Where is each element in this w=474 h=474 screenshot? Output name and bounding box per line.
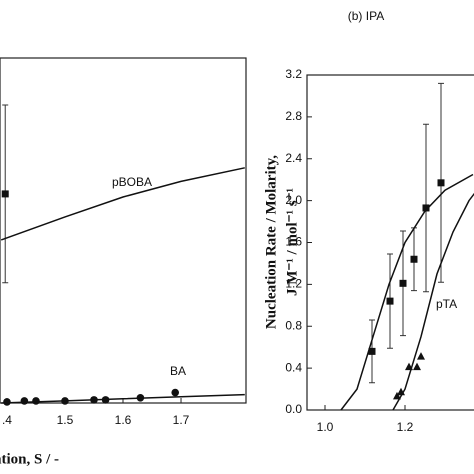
square-marker (399, 279, 407, 287)
square-marker (422, 204, 430, 212)
triangle-marker (417, 352, 425, 360)
square-marker (1, 190, 9, 198)
circle-marker (3, 398, 11, 406)
fit-curve (340, 173, 474, 411)
y-axis-label: Nucleation Rate / Molarity, (263, 155, 279, 329)
y-axis-label: J M⁻¹ / mol⁻¹ s⁻¹ (284, 188, 300, 296)
annotation: BA (170, 364, 186, 378)
circle-marker (32, 397, 40, 405)
circle-marker (20, 397, 29, 405)
circle-marker (171, 388, 180, 397)
x-tick-label: 1.0 (317, 420, 334, 434)
plot-frame (0, 57, 247, 404)
fit-curve (1, 393, 245, 404)
chart-title: (b) IPA (348, 9, 384, 23)
triangle-marker (393, 391, 401, 400)
square-marker (386, 297, 394, 305)
x-tick-label: 1.2 (397, 420, 414, 434)
y-tick-label: 0.8 (285, 318, 302, 332)
y-tick-label: 2.4 (285, 151, 302, 165)
triangle-marker (413, 362, 421, 371)
x-tick-label: .4 (2, 413, 12, 427)
x-tick-label: 1.6 (115, 413, 132, 427)
x-tick-label: 1.7 (173, 413, 190, 427)
y-tick-label: 2.8 (285, 109, 302, 123)
y-tick-label: 1.2 (285, 277, 302, 291)
fit-curve (0, 167, 245, 241)
fit-curve (392, 192, 474, 411)
x-tick-label: 1.5 (57, 413, 74, 427)
y-tick-label: 1.6 (285, 235, 302, 249)
square-marker (410, 255, 418, 263)
y-tick-label: 0.0 (285, 402, 302, 416)
annotation: pBOBA (112, 175, 152, 189)
square-marker (368, 347, 376, 355)
square-marker (437, 179, 445, 187)
y-tick-label: 2.0 (285, 193, 302, 207)
y-tick-label: 0.4 (285, 360, 302, 374)
x-axis-label: ation, S / - (0, 451, 59, 467)
y-tick-label: 3.2 (285, 67, 302, 81)
annotation: pTA (436, 297, 457, 311)
